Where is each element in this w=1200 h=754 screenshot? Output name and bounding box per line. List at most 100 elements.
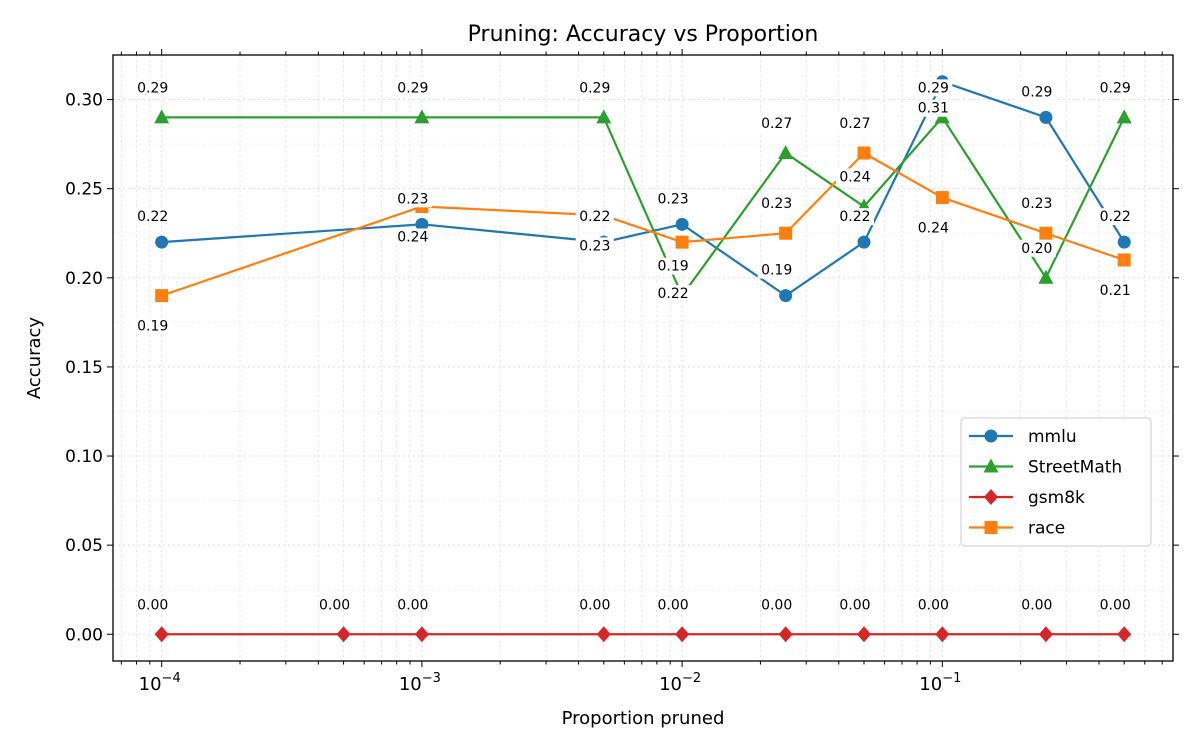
data-label-bg (654, 285, 693, 303)
data-label-race: 0.22 (658, 286, 689, 302)
x-tick-label: 10−3 (399, 671, 441, 695)
data-point-StreetMath (414, 109, 430, 124)
y-tick-label: 0.20 (65, 269, 103, 289)
data-label-StreetMath: 0.29 (918, 80, 949, 96)
legend-marker-race (984, 521, 998, 534)
data-point-StreetMath (778, 145, 794, 160)
data-label-bg (575, 79, 614, 97)
legend-label-mmlu: mmlu (1028, 427, 1077, 447)
legend-label-gsm8k: gsm8k (1028, 488, 1085, 508)
series-lines (154, 75, 1132, 643)
data-label-bg (1017, 239, 1056, 257)
data-label-bg (1096, 79, 1135, 97)
y-tick-label: 0.00 (65, 625, 103, 645)
data-label-mmlu: 0.23 (658, 191, 689, 207)
data-label-bg (133, 317, 172, 335)
data-point-mmlu (1117, 235, 1131, 249)
chart-title: Pruning: Accuracy vs Proportion (468, 22, 819, 47)
data-label-bg (393, 228, 432, 246)
data-label-gsm8k: 0.00 (397, 597, 428, 613)
data-label-bg (133, 208, 172, 226)
grid (113, 55, 1173, 661)
data-label-mmlu: 0.22 (1100, 209, 1131, 225)
data-label-StreetMath: 0.19 (658, 259, 689, 275)
y-tick-label: 0.10 (65, 447, 103, 467)
data-label-StreetMath: 0.20 (1021, 241, 1052, 257)
data-label-bg (757, 195, 796, 213)
data-label-race: 0.27 (839, 116, 870, 132)
data-label-bg (835, 208, 874, 226)
x-tick-label: 10−1 (919, 671, 961, 695)
data-label-StreetMath: 0.24 (839, 170, 870, 186)
data-point-race (935, 191, 949, 205)
data-label-bg (1096, 208, 1135, 226)
data-labels: 0.22 0.23 0.22 0.23 0.19 0.22 0.31 0.29 0.22 0.29… (133, 79, 1135, 613)
data-label-bg (1096, 281, 1135, 299)
data-label-bg (835, 168, 874, 186)
x-tick-labels: 10−4 10−3 10−2 10−1 (139, 671, 962, 695)
legend-marker-mmlu (984, 429, 998, 443)
data-label-gsm8k: 0.00 (579, 597, 610, 613)
data-point-StreetMath (154, 109, 170, 124)
data-label-gsm8k: 0.00 (761, 597, 792, 613)
data-label-gsm8k: 0.00 (319, 597, 350, 613)
data-label-StreetMath: 0.29 (397, 80, 428, 96)
y-tick-label: 0.30 (65, 91, 103, 111)
data-label-race: 0.23 (761, 196, 792, 212)
data-label-mmlu: 0.19 (761, 263, 792, 279)
data-label-bg (393, 79, 432, 97)
data-label-bg (835, 115, 874, 133)
data-point-gsm8k (154, 626, 169, 643)
data-label-gsm8k: 0.00 (1021, 597, 1052, 613)
x-tick-label: 10−4 (139, 671, 181, 695)
data-label-mmlu: 0.23 (397, 191, 428, 207)
data-point-mmlu (857, 235, 871, 249)
data-point-gsm8k (414, 626, 429, 643)
data-point-mmlu (675, 217, 689, 231)
x-axis-label: Proportion pruned (562, 708, 725, 729)
legend-label-race: race (1028, 519, 1065, 539)
data-label-bg (914, 99, 953, 117)
data-label-race: 0.19 (137, 319, 168, 335)
data-label-race: 0.24 (918, 221, 949, 237)
x-tick-label: 10−2 (659, 671, 701, 695)
data-label-mmlu: 0.22 (579, 209, 610, 225)
data-point-race (1117, 253, 1131, 267)
data-label-bg (914, 219, 953, 237)
data-label-StreetMath: 0.29 (137, 80, 168, 96)
data-label-StreetMath: 0.29 (1100, 80, 1131, 96)
data-label-mmlu: 0.29 (1021, 84, 1052, 100)
data-label-bg (393, 190, 432, 208)
data-label-bg (575, 208, 614, 226)
data-label-race: 0.23 (1021, 196, 1052, 212)
data-label-bg (654, 257, 693, 275)
data-label-bg (575, 237, 614, 255)
y-tick-label: 0.05 (65, 536, 103, 556)
data-label-gsm8k: 0.00 (658, 597, 689, 613)
data-point-gsm8k (856, 626, 871, 643)
data-label-mmlu: 0.31 (918, 101, 949, 117)
data-label-race: 0.23 (579, 238, 610, 254)
legend-marker-gsm8k (984, 489, 998, 505)
data-label-bg (757, 115, 796, 133)
data-label-mmlu: 0.22 (137, 209, 168, 225)
legend: mmlu StreetMath gsm8k race (960, 417, 1152, 547)
data-label-race: 0.21 (1100, 283, 1131, 299)
legend-box (960, 417, 1152, 547)
data-point-race (857, 146, 871, 160)
data-point-gsm8k (935, 626, 950, 643)
data-point-mmlu (779, 289, 793, 303)
data-point-gsm8k (596, 626, 611, 643)
data-point-gsm8k (336, 626, 351, 643)
data-label-race: 0.24 (397, 230, 428, 246)
data-point-race (779, 226, 793, 240)
data-point-race (675, 235, 689, 249)
data-point-mmlu (415, 217, 429, 231)
data-label-bg (757, 261, 796, 279)
legend-label-StreetMath: StreetMath (1028, 458, 1122, 478)
data-point-mmlu (155, 235, 169, 249)
y-tick-label: 0.15 (65, 358, 103, 378)
data-point-StreetMath (596, 109, 612, 124)
